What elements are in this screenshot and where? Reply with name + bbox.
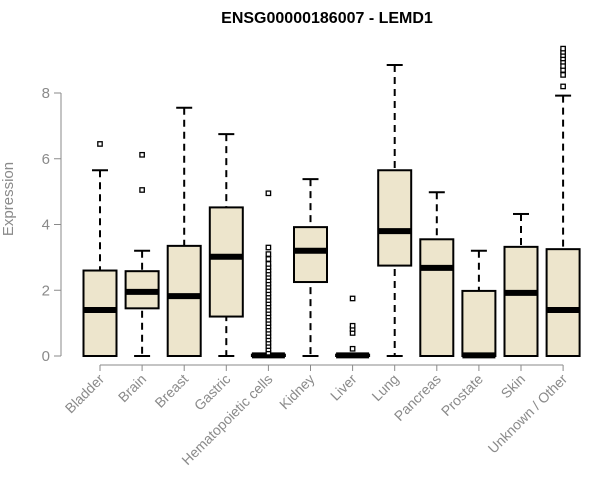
- y-tick-label: 8: [42, 85, 50, 102]
- box-group: [124, 151, 160, 357]
- box-iqr: [377, 169, 413, 267]
- outlier-point: [265, 256, 272, 262]
- box-group: [166, 106, 202, 357]
- x-tick-label: Brain: [115, 371, 149, 405]
- chart-title: ENSG00000186007 - LEMD1: [221, 10, 433, 27]
- box-iqr: [545, 248, 581, 357]
- outlier-point: [265, 190, 272, 197]
- box-group: [293, 178, 328, 357]
- x-tick-label: Lung: [368, 371, 401, 404]
- x-tick-label: Skin: [498, 371, 529, 402]
- box-iqr: [503, 245, 539, 357]
- boxes-layer: [82, 45, 581, 359]
- outlier-point: [97, 141, 103, 147]
- x-tick-label: Kidney: [276, 371, 318, 413]
- box-group: [545, 45, 581, 357]
- outlier-point: [139, 187, 145, 193]
- y-tick-label: 0: [42, 348, 50, 365]
- x-tick-label: Pancreas: [391, 371, 444, 424]
- box-iqr: [461, 289, 497, 357]
- x-tick-label: Bladder: [62, 371, 108, 417]
- outlier-point: [560, 72, 566, 78]
- x-tick-label: Liver: [327, 371, 360, 404]
- box-group: [335, 295, 371, 359]
- box-iqr: [82, 269, 118, 357]
- x-tick-label: Breast: [151, 371, 191, 411]
- outlier-point: [349, 322, 356, 329]
- y-tick-label: 4: [42, 217, 50, 234]
- y-tick-label: 6: [42, 151, 50, 168]
- box-group: [250, 190, 286, 359]
- box-group: [82, 141, 118, 357]
- x-tick-label: Unknown / Other: [485, 371, 571, 457]
- box-iqr: [208, 206, 244, 318]
- box-group: [377, 64, 413, 357]
- box-group: [461, 249, 497, 359]
- outlier-point: [139, 151, 145, 158]
- y-tick-label: 2: [42, 282, 50, 299]
- outlier-point: [349, 345, 356, 352]
- outlier-point: [265, 251, 272, 257]
- outlier-point: [560, 83, 566, 90]
- y-axis: 0 2 4 6 8: [42, 85, 62, 365]
- box-group: [503, 212, 539, 357]
- x-tick-label: Prostate: [438, 371, 486, 419]
- box-iqr: [293, 226, 328, 284]
- box-iqr: [166, 244, 202, 357]
- outlier-point: [265, 261, 272, 267]
- outlier-point: [349, 295, 356, 302]
- box-iqr: [419, 238, 455, 357]
- outlier-point: [265, 244, 272, 251]
- outlier-point: [560, 45, 566, 52]
- box-group: [208, 133, 244, 357]
- y-axis-label: Expression: [0, 162, 17, 236]
- box-group: [419, 191, 455, 357]
